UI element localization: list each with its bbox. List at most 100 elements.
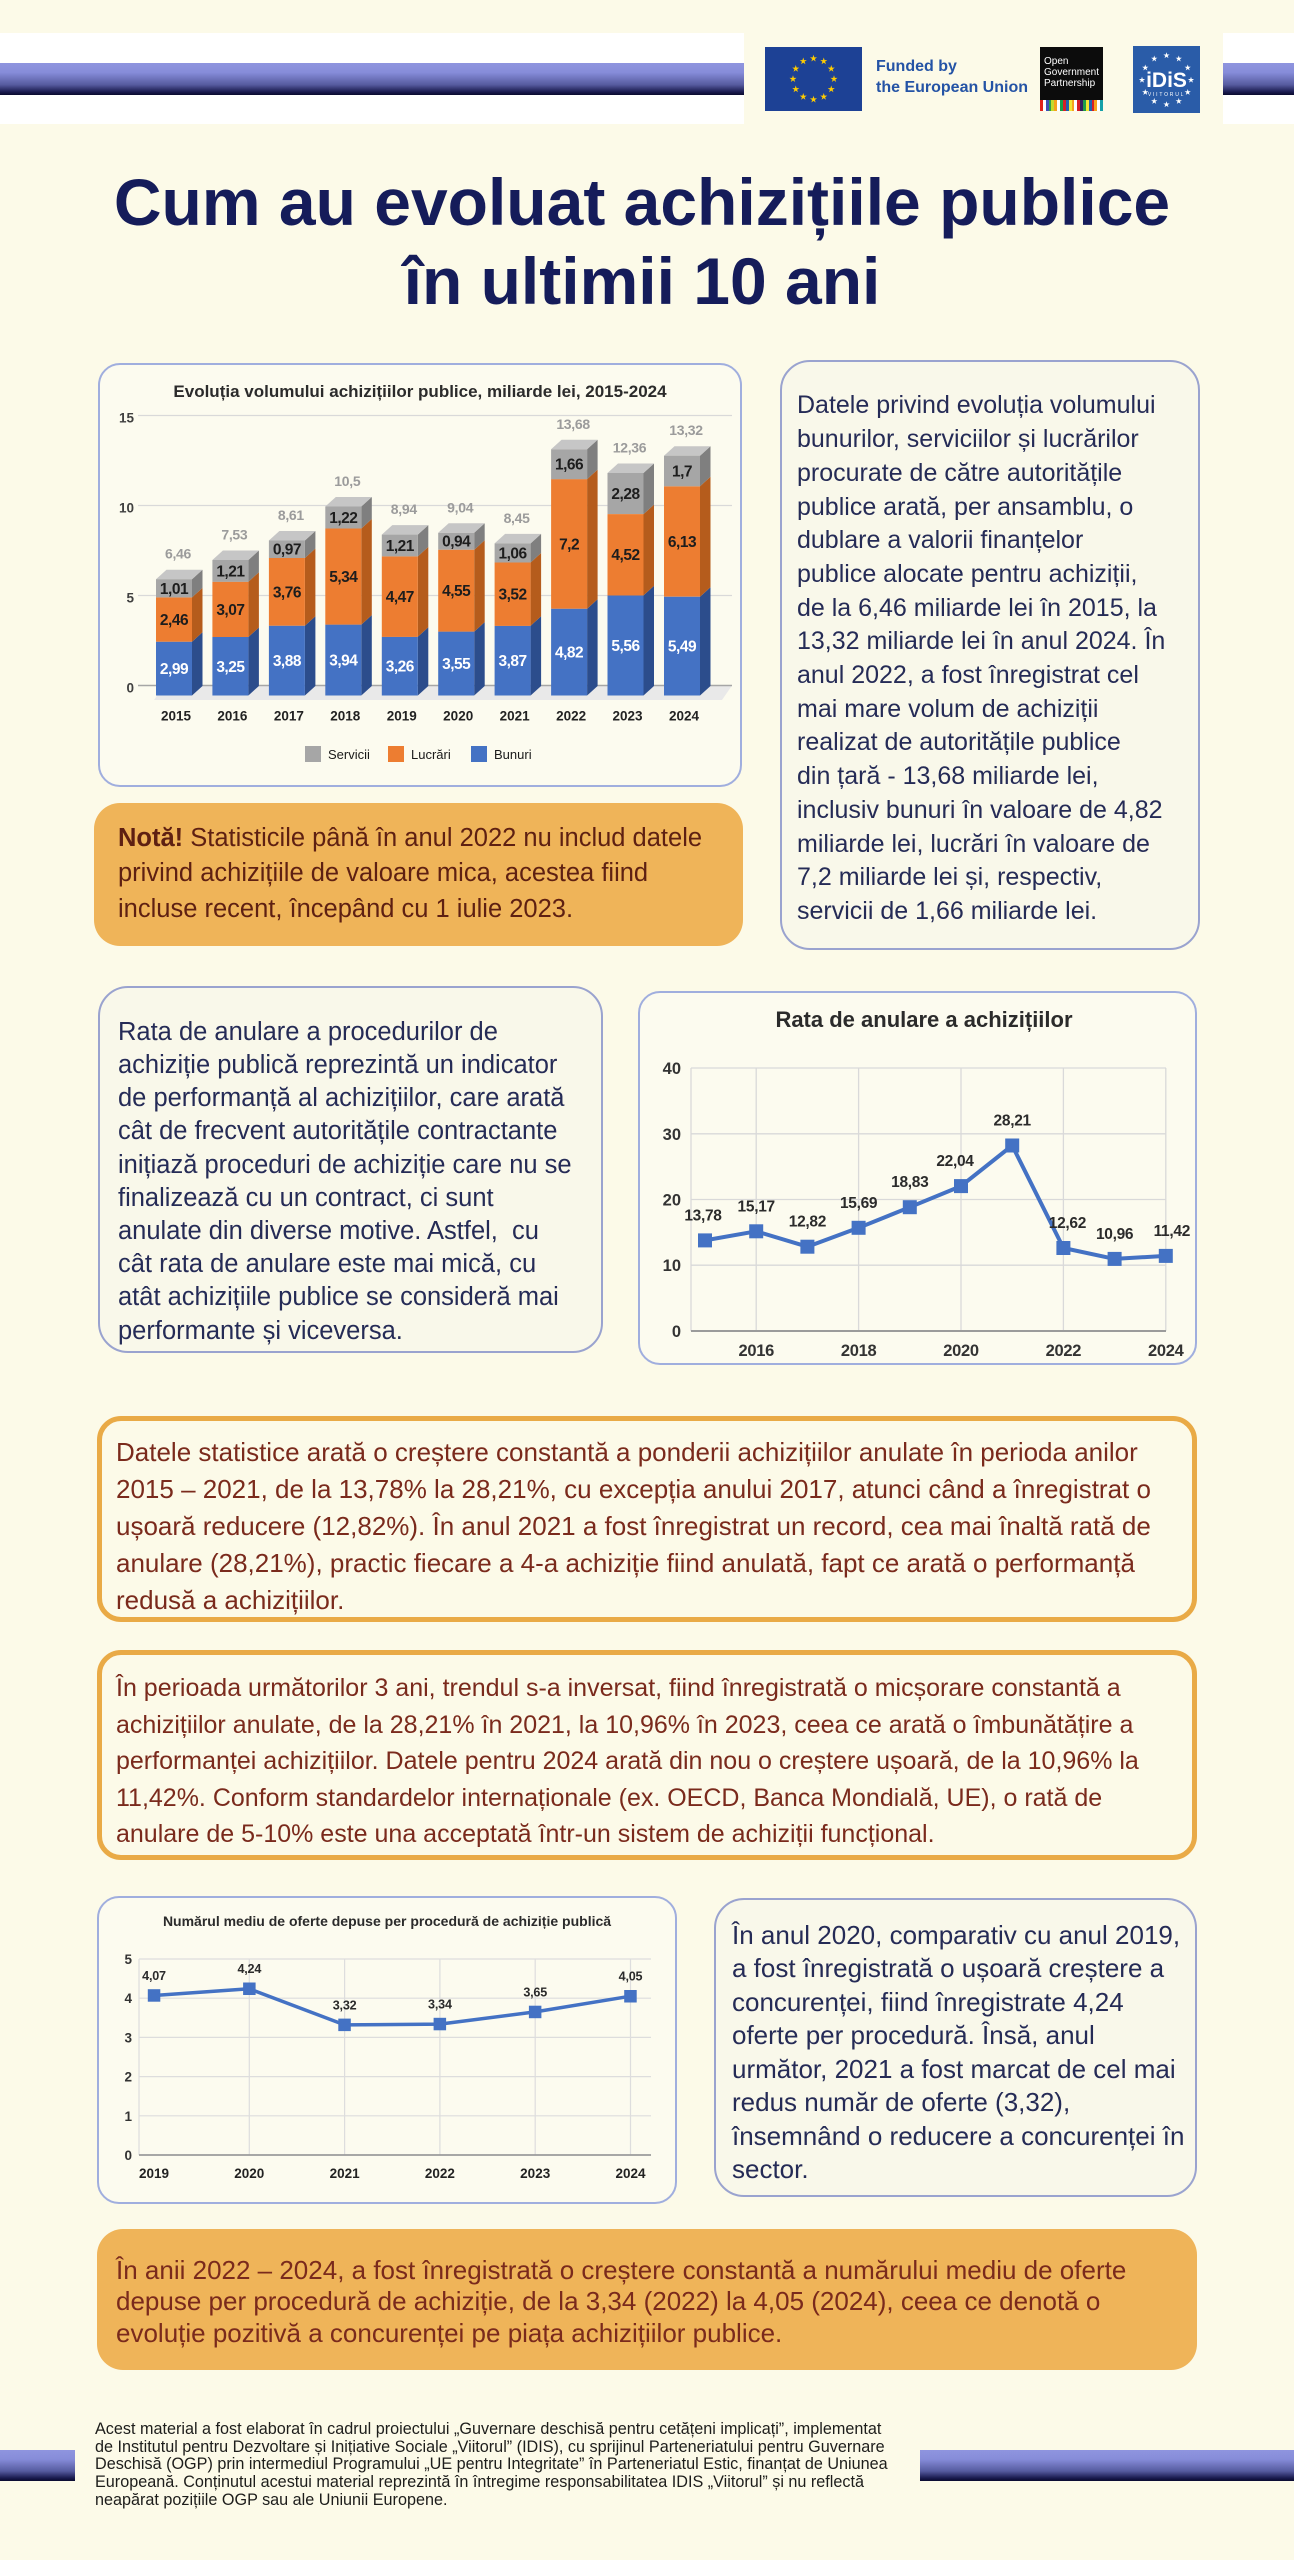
svg-text:4,47: 4,47 — [386, 589, 414, 606]
svg-text:4,55: 4,55 — [442, 583, 471, 600]
svg-text:Servicii: Servicii — [328, 747, 370, 762]
svg-text:3,87: 3,87 — [499, 653, 527, 670]
svg-text:Numărul mediu de oferte depuse: Numărul mediu de oferte depuse per proce… — [163, 1913, 611, 1929]
svg-text:5: 5 — [124, 1952, 132, 1967]
svg-text:1,22: 1,22 — [329, 510, 357, 527]
svg-text:2018: 2018 — [330, 709, 361, 724]
svg-text:2024: 2024 — [1148, 1342, 1185, 1360]
svg-text:1,7: 1,7 — [672, 464, 692, 481]
svg-text:1,01: 1,01 — [160, 581, 189, 598]
svg-text:2020: 2020 — [443, 709, 473, 724]
svg-text:iDiS: iDiS — [1146, 69, 1187, 92]
svg-text:2,28: 2,28 — [611, 486, 640, 503]
svg-text:5: 5 — [126, 591, 134, 606]
svg-text:2020: 2020 — [234, 2166, 264, 2181]
svg-text:8,61: 8,61 — [278, 507, 305, 523]
svg-text:10: 10 — [119, 501, 134, 516]
svg-text:1,66: 1,66 — [555, 457, 584, 474]
svg-text:28,21: 28,21 — [994, 1113, 1032, 1130]
svg-text:1: 1 — [124, 2109, 132, 2124]
svg-text:3,88: 3,88 — [273, 653, 302, 670]
svg-text:6,46: 6,46 — [165, 546, 192, 562]
svg-text:20: 20 — [663, 1192, 681, 1210]
svg-text:3,32: 3,32 — [333, 1998, 357, 2012]
svg-text:6,13: 6,13 — [668, 534, 697, 551]
svg-text:18,83: 18,83 — [891, 1174, 929, 1191]
svg-text:11,42: 11,42 — [1154, 1223, 1190, 1240]
svg-text:9,04: 9,04 — [447, 499, 474, 515]
svg-text:2016: 2016 — [217, 709, 248, 724]
svg-text:4,52: 4,52 — [611, 547, 639, 564]
svg-text:3,34: 3,34 — [428, 1998, 452, 2012]
svg-text:15,17: 15,17 — [738, 1198, 775, 1215]
svg-text:12,82: 12,82 — [789, 1214, 826, 1231]
svg-text:3,65: 3,65 — [523, 1985, 547, 1999]
svg-text:0,97: 0,97 — [273, 542, 301, 559]
svg-text:Bunuri: Bunuri — [494, 747, 532, 762]
svg-text:13,32: 13,32 — [669, 422, 703, 438]
svg-text:10: 10 — [663, 1257, 681, 1275]
svg-text:7,53: 7,53 — [221, 527, 248, 543]
svg-text:5,56: 5,56 — [611, 638, 640, 655]
svg-text:4,82: 4,82 — [555, 645, 583, 662]
svg-text:3: 3 — [124, 2030, 132, 2045]
svg-text:4: 4 — [124, 1991, 132, 2006]
svg-text:3,76: 3,76 — [273, 584, 302, 601]
svg-text:2016: 2016 — [738, 1342, 774, 1360]
svg-text:0: 0 — [672, 1323, 681, 1341]
svg-text:15: 15 — [119, 411, 135, 426]
svg-text:2018: 2018 — [841, 1342, 877, 1360]
svg-text:VIITORUL: VIITORUL — [1148, 92, 1185, 98]
svg-text:2023: 2023 — [520, 2166, 551, 2181]
svg-text:2019: 2019 — [387, 709, 417, 724]
svg-text:1,06: 1,06 — [499, 545, 528, 562]
svg-text:12,36: 12,36 — [613, 440, 647, 456]
svg-text:15,69: 15,69 — [840, 1195, 878, 1212]
svg-text:22,04: 22,04 — [936, 1153, 974, 1170]
svg-text:2022: 2022 — [556, 709, 586, 724]
svg-text:2019: 2019 — [139, 2166, 169, 2181]
svg-text:0: 0 — [124, 2148, 132, 2163]
svg-text:2: 2 — [124, 2070, 132, 2085]
svg-text:3,52: 3,52 — [499, 587, 527, 604]
svg-text:2,99: 2,99 — [160, 661, 189, 678]
svg-text:2024: 2024 — [669, 709, 700, 724]
svg-text:2015: 2015 — [161, 709, 192, 724]
svg-text:10,5: 10,5 — [334, 473, 361, 489]
svg-text:2021: 2021 — [330, 2166, 361, 2181]
svg-text:2,46: 2,46 — [160, 612, 189, 629]
svg-text:2017: 2017 — [274, 709, 304, 724]
svg-text:2021: 2021 — [500, 709, 531, 724]
svg-text:7,2: 7,2 — [559, 536, 579, 553]
svg-text:2022: 2022 — [425, 2166, 455, 2181]
svg-text:10,96: 10,96 — [1096, 1226, 1134, 1243]
svg-text:8,45: 8,45 — [504, 510, 531, 526]
svg-text:13,78: 13,78 — [684, 1207, 722, 1224]
svg-text:13,68: 13,68 — [556, 416, 590, 432]
svg-text:Lucrări: Lucrări — [411, 747, 451, 762]
svg-text:4,07: 4,07 — [142, 1969, 166, 1983]
svg-text:1,21: 1,21 — [216, 563, 245, 580]
svg-text:0,94: 0,94 — [442, 534, 471, 551]
svg-text:5,49: 5,49 — [668, 639, 697, 656]
svg-text:2024: 2024 — [615, 2166, 646, 2181]
svg-text:5,34: 5,34 — [329, 569, 358, 586]
svg-text:8,94: 8,94 — [391, 501, 418, 517]
svg-text:4,05: 4,05 — [619, 1970, 643, 1984]
svg-text:2020: 2020 — [943, 1342, 979, 1360]
svg-text:1,21: 1,21 — [386, 538, 415, 555]
svg-text:Rata de anulare a achizițiilor: Rata de anulare a achizițiilor — [775, 1007, 1073, 1032]
svg-text:2023: 2023 — [612, 709, 643, 724]
svg-text:3,07: 3,07 — [216, 602, 244, 619]
svg-text:4,24: 4,24 — [237, 1962, 261, 1976]
svg-text:0: 0 — [126, 681, 134, 696]
svg-text:3,55: 3,55 — [442, 656, 471, 673]
svg-text:40: 40 — [663, 1060, 681, 1078]
svg-text:3,25: 3,25 — [216, 659, 245, 676]
svg-text:Evoluția volumului achizițiilo: Evoluția volumului achizițiilor publice,… — [173, 382, 667, 401]
svg-text:12,62: 12,62 — [1049, 1215, 1086, 1232]
svg-text:2022: 2022 — [1046, 1342, 1082, 1360]
svg-text:3,26: 3,26 — [386, 659, 415, 676]
svg-text:3,94: 3,94 — [329, 653, 358, 670]
svg-text:30: 30 — [663, 1126, 681, 1144]
